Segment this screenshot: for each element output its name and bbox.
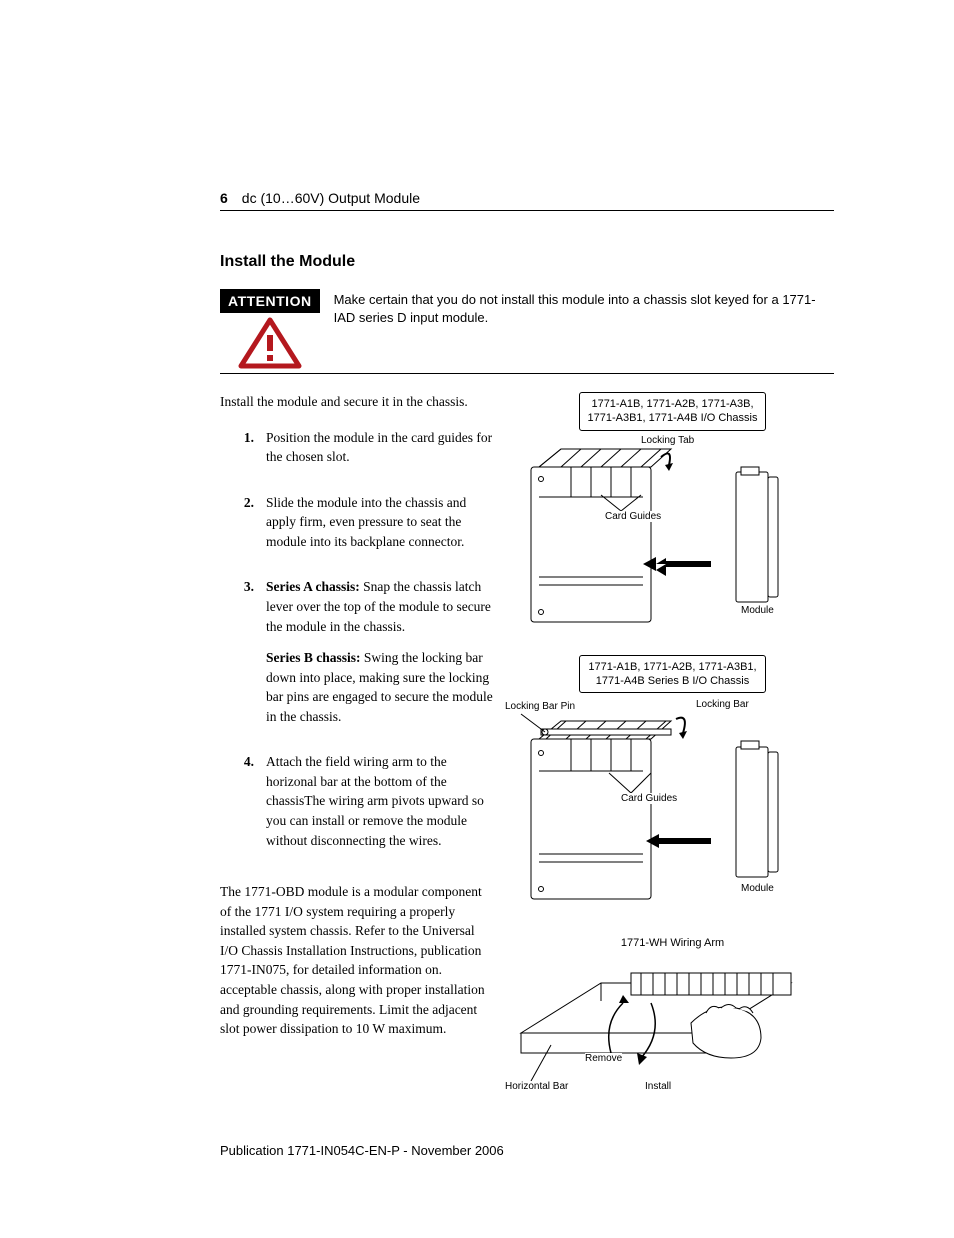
- module-label: Module: [741, 883, 774, 894]
- attention-left: ATTENTION: [220, 289, 320, 369]
- chassis-illustration-icon: [511, 699, 811, 909]
- running-header: 6 dc (10…60V) Output Module: [220, 190, 834, 206]
- locking-bar-pin-label: Locking Bar Pin: [505, 701, 575, 712]
- locking-bar-label: Locking Bar: [696, 699, 749, 710]
- section-title: Install the Module: [220, 253, 834, 271]
- diagram-wiring-arm: 1771-WH Wiring Arm: [511, 937, 834, 1103]
- diag1-title-l1: 1771-A1B, 1771-A2B, 1771-A3B,: [591, 398, 753, 410]
- series-b-block: Series B chassis: Swing the locking bar …: [266, 648, 495, 726]
- card-guides-label: Card Guides: [621, 793, 677, 804]
- step-text: Series A chassis: Snap the chassis latch…: [266, 577, 495, 726]
- publication-footer: Publication 1771-IN054C-EN-P - November …: [220, 1143, 834, 1158]
- step-number: 4.: [220, 752, 266, 850]
- document-page: 6 dc (10…60V) Output Module Install the …: [0, 0, 954, 1238]
- diagram-body: Locking Bar Locking Bar Pin Card Guides …: [511, 699, 834, 909]
- diagram-title-box: 1771-A1B, 1771-A2B, 1771-A3B, 1771-A3B1,…: [579, 392, 767, 431]
- intro-text: Install the module and secure it in the …: [220, 392, 495, 412]
- chassis-illustration-icon: [511, 437, 811, 627]
- diag3-title: 1771-WH Wiring Arm: [511, 937, 834, 949]
- series-b-label: Series B chassis:: [266, 650, 361, 665]
- series-a-label: Series A chassis:: [266, 579, 360, 594]
- step-number: 3.: [220, 577, 266, 726]
- closing-paragraph: The 1771-OBD module is a modular compone…: [220, 882, 495, 1039]
- horizontal-bar-label: Horizontal Bar: [505, 1081, 568, 1092]
- diag2-title-l2: 1771-A4B Series B I/O Chassis: [596, 675, 749, 687]
- diagram-body: Remove Install Horizontal Bar: [511, 953, 834, 1103]
- remove-label: Remove: [585, 1053, 622, 1064]
- attention-text: Make certain that you do not install thi…: [334, 289, 834, 327]
- step-4: 4. Attach the field wiring arm to the ho…: [220, 752, 495, 850]
- diagram-series-b: 1771-A1B, 1771-A2B, 1771-A3B1, 1771-A4B …: [511, 655, 834, 910]
- attention-badge: ATTENTION: [220, 289, 320, 313]
- attention-block: ATTENTION Make certain that you do not i…: [220, 289, 834, 374]
- warning-triangle-icon: [238, 317, 302, 369]
- diag2-title-l1: 1771-A1B, 1771-A2B, 1771-A3B1,: [588, 661, 756, 673]
- two-column-layout: Install the module and secure it in the …: [220, 392, 834, 1103]
- step-text: Slide the module into the chassis and ap…: [266, 493, 495, 552]
- step-2: 2. Slide the module into the chassis and…: [220, 493, 495, 552]
- step-1: 1. Position the module in the card guide…: [220, 428, 495, 467]
- page-number: 6: [220, 190, 228, 206]
- doc-title: dc (10…60V) Output Module: [242, 190, 420, 206]
- left-column: Install the module and secure it in the …: [220, 392, 495, 1103]
- step-text: Attach the field wiring arm to the horiz…: [266, 752, 495, 850]
- diagram-series-a: 1771-A1B, 1771-A2B, 1771-A3B, 1771-A3B1,…: [511, 392, 834, 627]
- step-number: 2.: [220, 493, 266, 552]
- right-column: 1771-A1B, 1771-A2B, 1771-A3B, 1771-A3B1,…: [511, 392, 834, 1103]
- locking-tab-label: Locking Tab: [641, 435, 694, 446]
- header-rule: [220, 210, 834, 211]
- diagram-title-box: 1771-A1B, 1771-A2B, 1771-A3B1, 1771-A4B …: [579, 655, 765, 694]
- module-label: Module: [741, 605, 774, 616]
- step-3: 3. Series A chassis: Snap the chassis la…: [220, 577, 495, 726]
- steps-list: 1. Position the module in the card guide…: [220, 428, 495, 851]
- diagram-body: Locking Tab Card Guides Module: [511, 437, 834, 627]
- install-label: Install: [645, 1081, 671, 1092]
- step-text: Position the module in the card guides f…: [266, 428, 495, 467]
- step-number: 1.: [220, 428, 266, 467]
- diag1-title-l2: 1771-A3B1, 1771-A4B I/O Chassis: [588, 412, 758, 424]
- card-guides-label: Card Guides: [605, 511, 661, 522]
